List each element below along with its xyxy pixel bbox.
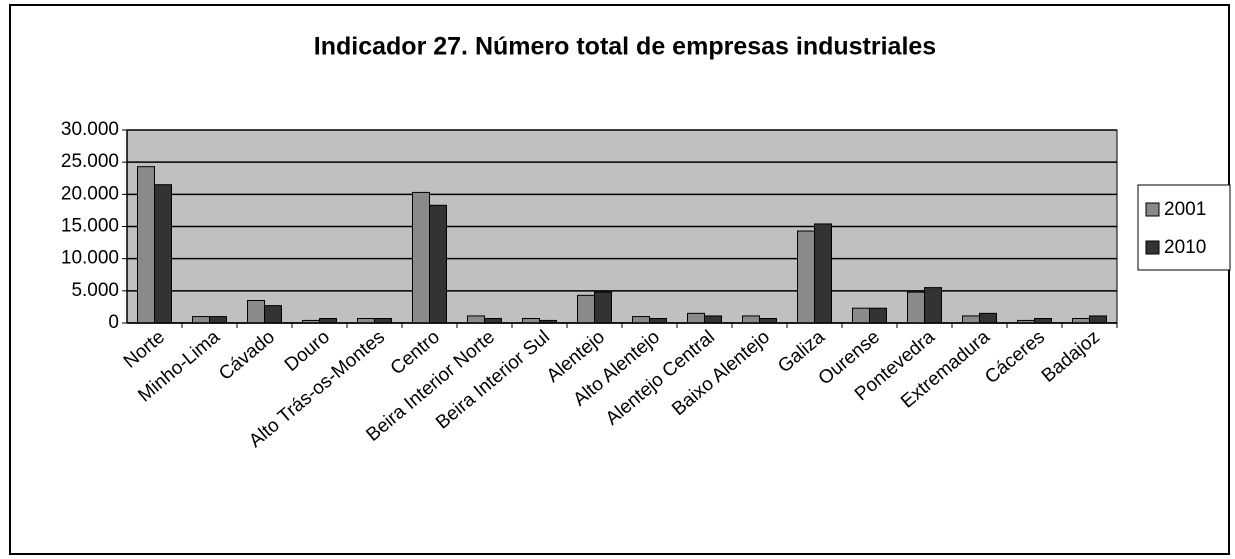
- bar: [467, 315, 485, 324]
- legend-swatch: [1145, 240, 1160, 255]
- y-tick-label: 0: [108, 312, 119, 333]
- bar: [852, 307, 870, 324]
- bar: [869, 307, 887, 324]
- bar: [797, 230, 815, 324]
- chart-title: Indicador 27. Número total de empresas i…: [314, 33, 936, 61]
- bar: [429, 204, 447, 324]
- bar: [577, 294, 595, 324]
- bar: [192, 316, 210, 324]
- bar: [137, 166, 155, 324]
- bar: [979, 312, 997, 324]
- bar: [1089, 315, 1107, 324]
- bar: [247, 299, 265, 324]
- bar: [687, 312, 705, 324]
- bar: [412, 191, 430, 324]
- legend-swatch: [1145, 202, 1160, 217]
- bar: [924, 287, 942, 324]
- bar: [814, 223, 832, 324]
- bar: [154, 184, 172, 324]
- bar: [704, 315, 722, 324]
- bar: [264, 305, 282, 324]
- bar: [742, 315, 760, 324]
- y-tick-label: 15.000: [61, 216, 119, 237]
- bar: [632, 316, 650, 324]
- legend-box: [1137, 184, 1231, 271]
- y-tick-label: 25.000: [61, 151, 119, 172]
- bar: [907, 291, 925, 324]
- bar: [594, 291, 612, 324]
- legend-label: 2001: [1164, 199, 1206, 220]
- legend-label: 2010: [1164, 237, 1206, 258]
- y-tick-label: 30.000: [61, 119, 119, 140]
- bar: [962, 315, 980, 324]
- y-tick-label: 5.000: [71, 280, 119, 301]
- y-tick-label: 10.000: [61, 248, 119, 269]
- y-tick-label: 20.000: [61, 183, 119, 204]
- bar: [209, 316, 227, 324]
